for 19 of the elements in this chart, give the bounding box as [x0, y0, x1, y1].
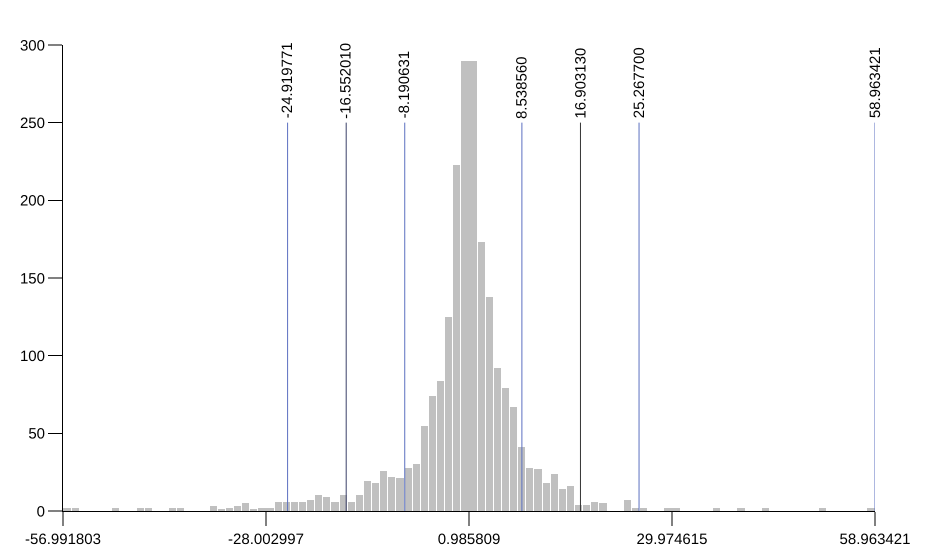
ref-line-label: 58.963421 — [866, 47, 884, 118]
ref-line-label: 25.267700 — [630, 47, 648, 118]
ref-line-label: -8.190631 — [396, 50, 414, 118]
y-tick-label: 0 — [36, 503, 45, 520]
x-tick-label: -56.991803 — [25, 531, 101, 548]
y-tick-label: 200 — [20, 192, 45, 210]
x-tick-label: -28.002997 — [228, 531, 304, 548]
y-tick-label: 300 — [20, 37, 45, 54]
y-tick-label: 250 — [20, 114, 45, 132]
x-tick-label: 58.963421 — [840, 531, 910, 548]
x-tick-label: 0.985809 — [438, 531, 500, 548]
ref-line-label: 16.903130 — [572, 48, 590, 119]
y-tick-label: 50 — [28, 426, 45, 443]
y-tick-label: 150 — [20, 270, 45, 288]
ref-line-label: -16.552010 — [338, 42, 355, 119]
x-tick-label: 29.974615 — [636, 531, 708, 548]
ref-line-label: -24.919771 — [278, 42, 296, 118]
y-tick-label: 100 — [20, 348, 45, 365]
ref-line-label: 8.538560 — [514, 56, 531, 120]
